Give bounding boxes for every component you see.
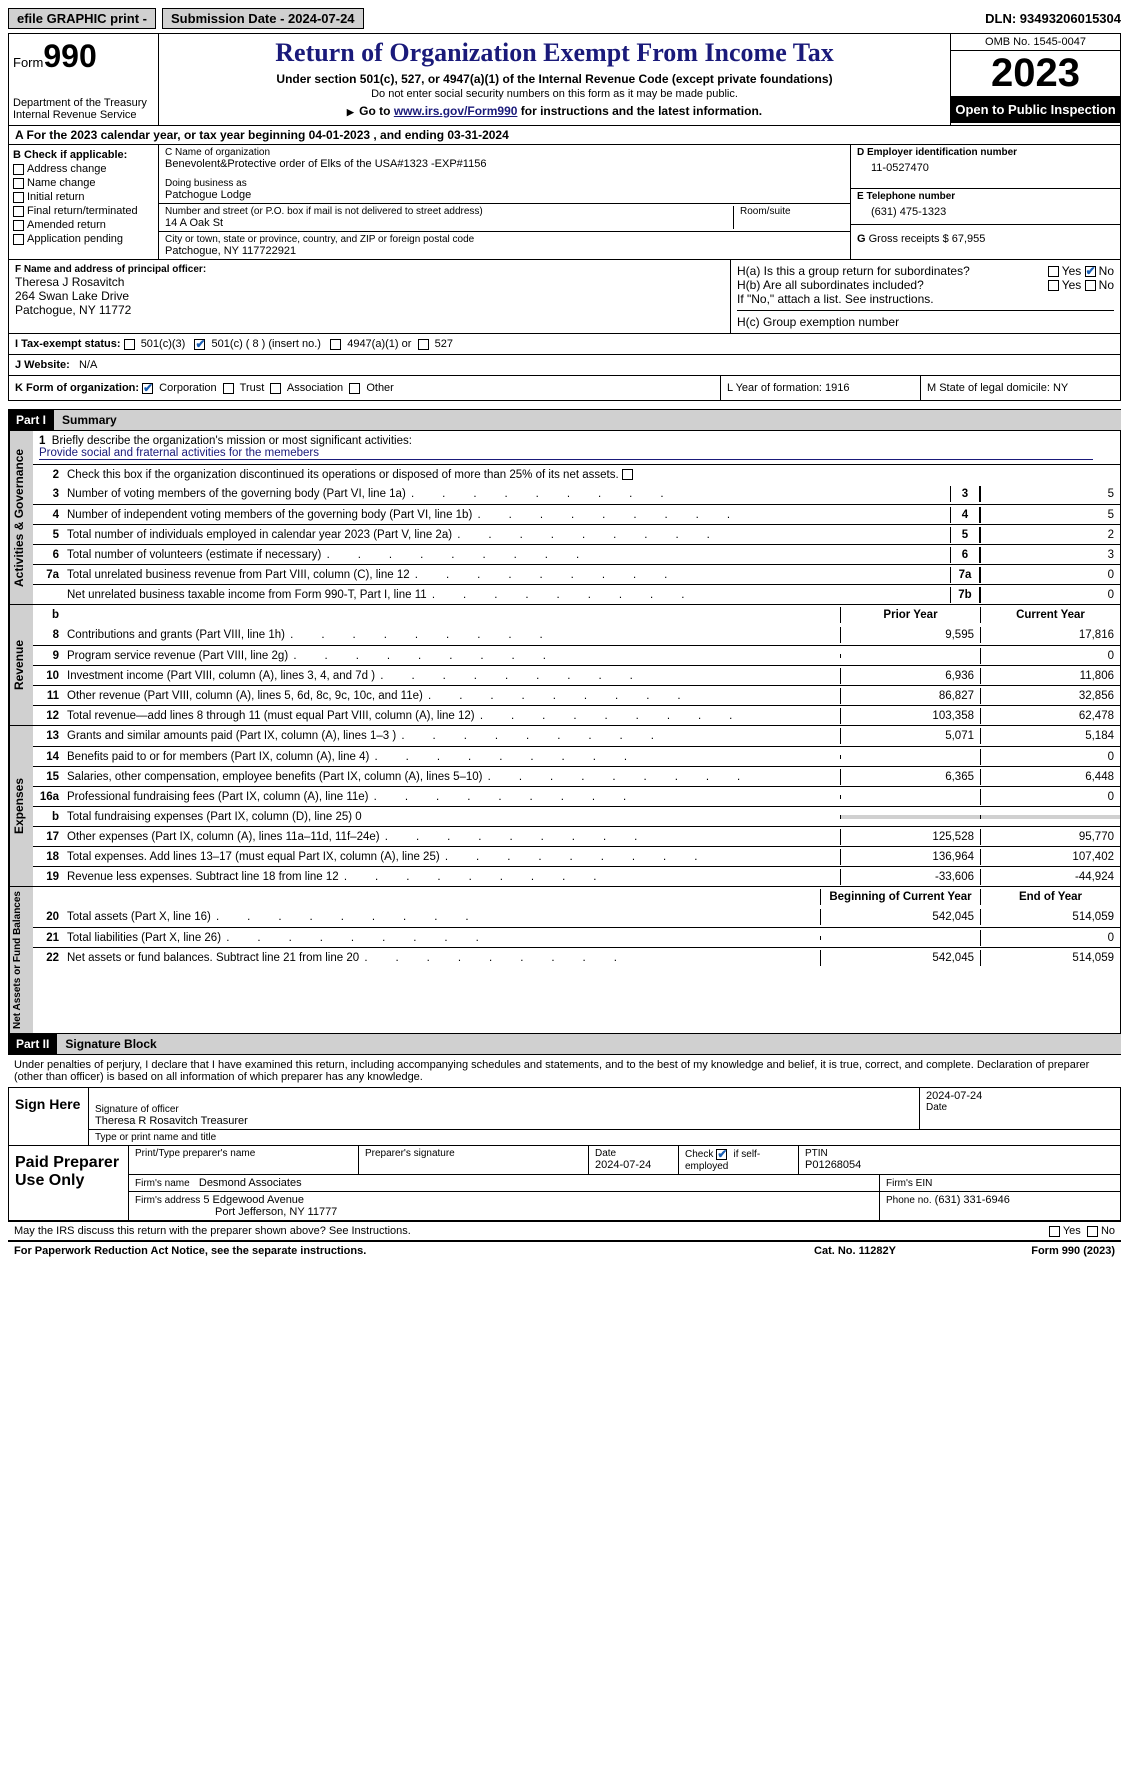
cell-gross: G Gross receipts $ 67,955: [851, 225, 1120, 253]
chk-501c[interactable]: [194, 339, 205, 350]
chk-name-change[interactable]: [13, 178, 24, 189]
row-klm: K Form of organization: Corporation Trus…: [8, 376, 1121, 401]
chk-initial-return[interactable]: [13, 192, 24, 203]
form-title: Return of Organization Exempt From Incom…: [167, 38, 942, 68]
chk-corp[interactable]: [142, 383, 153, 394]
cell-org-name: C Name of organization Benevolent&Protec…: [159, 145, 850, 204]
form-subtitle-1: Under section 501(c), 527, or 4947(a)(1)…: [167, 72, 942, 86]
row-a: A For the 2023 calendar year, or tax yea…: [8, 126, 1121, 145]
chk-self-employed[interactable]: [716, 1149, 727, 1160]
row-fh: F Name and address of principal officer:…: [8, 260, 1121, 334]
arrow-icon: [347, 104, 356, 118]
b-label: B Check if applicable:: [13, 149, 154, 161]
chk-discuss-yes[interactable]: [1049, 1226, 1060, 1237]
form-subtitle-3: Go to www.irs.gov/Form990 for instructio…: [167, 104, 942, 118]
declaration: Under penalties of perjury, I declare th…: [8, 1054, 1121, 1087]
dept-label: Department of the Treasury Internal Reve…: [13, 97, 154, 121]
col-f: F Name and address of principal officer:…: [9, 260, 730, 333]
cell-ein: D Employer identification number 11-0527…: [851, 145, 1120, 189]
submission-date-button[interactable]: Submission Date - 2024-07-24: [162, 8, 364, 29]
omb-number: OMB No. 1545-0047: [951, 34, 1120, 51]
chk-assoc[interactable]: [270, 383, 281, 394]
irs-link[interactable]: www.irs.gov/Form990: [394, 104, 518, 118]
form-header: Form990 Department of the Treasury Inter…: [8, 33, 1121, 126]
part-2-header: Part II Signature Block: [8, 1034, 1121, 1054]
sec-revenue: Revenue bPrior YearCurrent Year 8Contrib…: [9, 604, 1120, 725]
header-mid: Return of Organization Exempt From Incom…: [159, 34, 950, 125]
header-right: OMB No. 1545-0047 2023 Open to Public In…: [950, 34, 1120, 125]
cell-street: Number and street (or P.O. box if mail i…: [159, 204, 850, 232]
cell-city: City or town, state or province, country…: [159, 232, 850, 259]
open-inspection: Open to Public Inspection: [951, 96, 1120, 123]
chk-4947[interactable]: [330, 339, 341, 350]
sec-expenses: Expenses 13Grants and similar amounts pa…: [9, 725, 1120, 886]
row-j: J Website: N/A: [8, 355, 1121, 376]
chk-trust[interactable]: [223, 383, 234, 394]
row-i: I Tax-exempt status: 501(c)(3) 501(c) ( …: [8, 334, 1121, 355]
chk-ha-no[interactable]: [1085, 266, 1096, 277]
chk-amended[interactable]: [13, 220, 24, 231]
chk-hb-no[interactable]: [1085, 280, 1096, 291]
col-l: L Year of formation: 1916: [720, 376, 920, 400]
col-b: B Check if applicable: Address change Na…: [9, 145, 159, 259]
col-m: M State of legal domicile: NY: [920, 376, 1120, 400]
tax-year: 2023: [951, 51, 1120, 96]
chk-address-change[interactable]: [13, 164, 24, 175]
main-block: B Check if applicable: Address change Na…: [8, 145, 1121, 260]
sec-net-assets: Net Assets or Fund Balances Beginning of…: [9, 886, 1120, 1033]
col-c: C Name of organization Benevolent&Protec…: [159, 145, 850, 259]
chk-501c3[interactable]: [124, 339, 135, 350]
form-number: 990: [43, 38, 96, 74]
chk-application-pending[interactable]: [13, 234, 24, 245]
chk-discontinued[interactable]: [622, 469, 633, 480]
col-h: H(a) Is this a group return for subordin…: [730, 260, 1120, 333]
chk-final-return[interactable]: [13, 206, 24, 217]
form-990-page: { "topbar": { "efile": "efile GRAPHIC pr…: [0, 0, 1129, 1268]
sign-here-block: Sign Here Signature of officer Theresa R…: [8, 1087, 1121, 1146]
chk-other[interactable]: [349, 383, 360, 394]
col-deg: D Employer identification number 11-0527…: [850, 145, 1120, 259]
preparer-block: Paid Preparer Use Only Print/Type prepar…: [8, 1146, 1121, 1221]
form-subtitle-2: Do not enter social security numbers on …: [167, 88, 942, 100]
chk-hb-yes[interactable]: [1048, 280, 1059, 291]
summary-table: Activities & Governance 1 Briefly descri…: [8, 430, 1121, 1034]
discuss-row: May the IRS discuss this return with the…: [8, 1221, 1121, 1240]
top-bar: efile GRAPHIC print - Submission Date - …: [8, 8, 1121, 29]
efile-print-button[interactable]: efile GRAPHIC print -: [8, 8, 156, 29]
header-left: Form990 Department of the Treasury Inter…: [9, 34, 159, 125]
sec-governance: Activities & Governance 1 Briefly descri…: [9, 431, 1120, 604]
cell-phone: E Telephone number (631) 475-1323: [851, 189, 1120, 225]
footer: For Paperwork Reduction Act Notice, see …: [8, 1240, 1121, 1260]
dln-label: DLN: 93493206015304: [985, 11, 1121, 26]
part-1-header: Part I Summary: [8, 409, 1121, 430]
form-label: Form: [13, 55, 43, 70]
chk-527[interactable]: [418, 339, 429, 350]
chk-ha-yes[interactable]: [1048, 266, 1059, 277]
chk-discuss-no[interactable]: [1087, 1226, 1098, 1237]
